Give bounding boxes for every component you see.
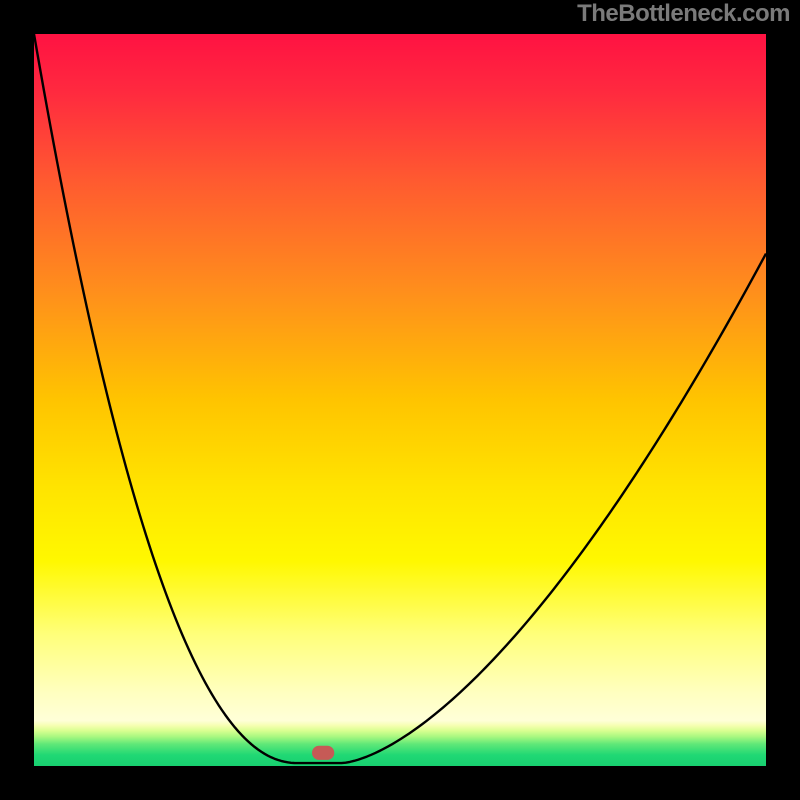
plot-background	[34, 34, 766, 766]
optimal-point-marker	[313, 746, 334, 759]
watermark-text: TheBottleneck.com	[577, 0, 790, 28]
chart-container: TheBottleneck.com	[0, 0, 800, 800]
chart-svg	[0, 0, 800, 800]
